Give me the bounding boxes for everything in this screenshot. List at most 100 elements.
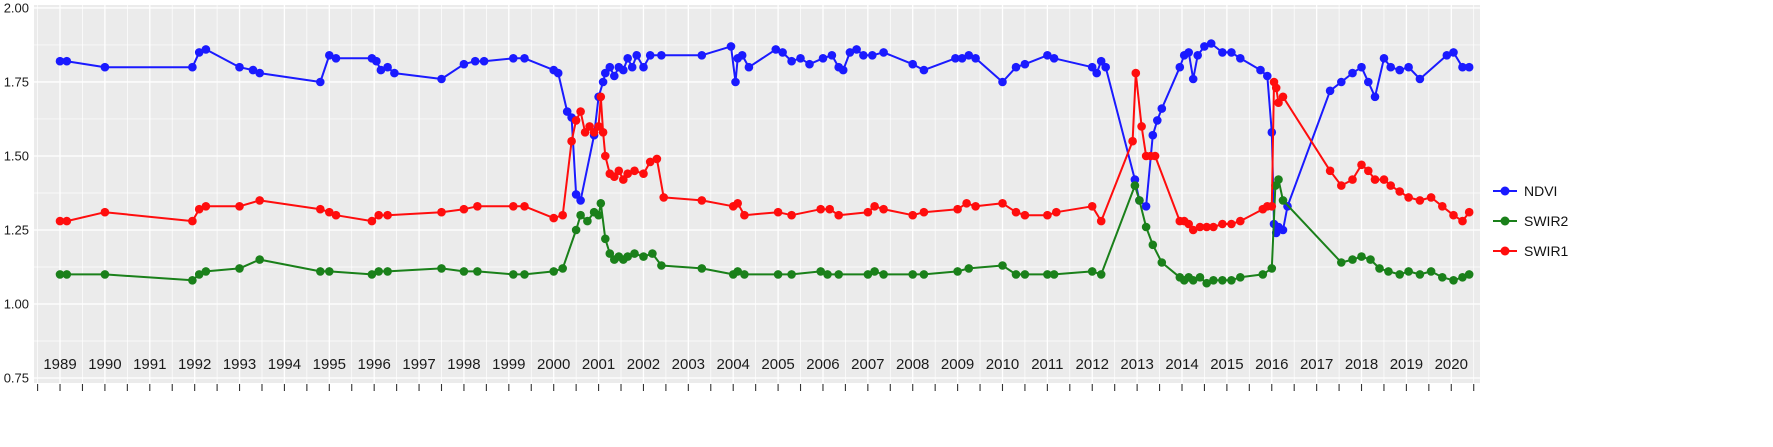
series-point-swir1 bbox=[558, 210, 567, 220]
series-point-swir1 bbox=[1188, 225, 1198, 235]
series-point-ndvi bbox=[1415, 74, 1425, 84]
chart-legend: NDVI SWIR2 SWIR1 bbox=[1492, 0, 1568, 442]
series-point-swir2 bbox=[325, 267, 334, 276]
series-point-swir1 bbox=[879, 204, 888, 214]
series-point-swir1 bbox=[325, 207, 334, 217]
series-point-swir2 bbox=[964, 264, 974, 273]
series-point-ndvi bbox=[479, 56, 489, 66]
series-point-ndvi bbox=[623, 54, 632, 63]
series-point-ndvi bbox=[235, 62, 244, 72]
series-point-swir2 bbox=[558, 264, 567, 273]
legend-label-ndvi: NDVI bbox=[1524, 183, 1558, 199]
series-point-swir2 bbox=[437, 264, 446, 273]
series-point-ndvi bbox=[1442, 51, 1452, 60]
series-point-ndvi bbox=[1464, 62, 1474, 72]
series-point-ndvi bbox=[852, 45, 861, 54]
series-point-swir2 bbox=[1404, 267, 1413, 276]
series-point-ndvi bbox=[1175, 62, 1185, 72]
series-point-ndvi bbox=[1049, 54, 1059, 63]
series-point-swir1 bbox=[1267, 202, 1277, 211]
series-point-swir1 bbox=[998, 199, 1007, 208]
series-point-swir2 bbox=[1267, 264, 1277, 273]
series-point-ndvi bbox=[1188, 74, 1198, 84]
series-point-swir1 bbox=[652, 154, 662, 164]
series-point-swir1 bbox=[598, 128, 608, 137]
series-point-swir1 bbox=[1020, 210, 1030, 220]
series-point-swir2 bbox=[648, 249, 657, 258]
x-tick-label: 1993 bbox=[223, 356, 256, 373]
x-tick-label: 2007 bbox=[851, 356, 884, 373]
series-point-swir2 bbox=[571, 225, 581, 235]
series-point-swir2 bbox=[919, 270, 929, 279]
series-point-swir1 bbox=[571, 116, 581, 125]
legend-key-swir1-icon bbox=[1493, 246, 1517, 256]
series-point-swir1 bbox=[580, 128, 590, 137]
series-point-swir1 bbox=[1415, 196, 1425, 205]
series-point-swir2 bbox=[1188, 276, 1198, 285]
series-point-swir1 bbox=[585, 122, 594, 131]
series-point-ndvi bbox=[796, 54, 805, 63]
series-point-swir1 bbox=[1458, 216, 1467, 226]
series-point-ndvi bbox=[553, 68, 563, 78]
series-point-ndvi bbox=[1200, 42, 1209, 51]
series-point-swir1 bbox=[962, 199, 971, 208]
series-point-ndvi bbox=[998, 77, 1007, 87]
series-point-swir2 bbox=[816, 267, 825, 276]
series-point-ndvi bbox=[1236, 54, 1245, 63]
series-point-swir1 bbox=[1131, 68, 1141, 78]
series-point-swir1 bbox=[1449, 210, 1458, 220]
y-tick-label: 1.00 bbox=[4, 296, 29, 311]
series-point-swir1 bbox=[825, 204, 834, 214]
series-point-ndvi bbox=[919, 65, 929, 75]
series-point-ndvi bbox=[1267, 128, 1277, 137]
legend-item-swir1: SWIR1 bbox=[1492, 240, 1568, 262]
series-point-swir1 bbox=[367, 216, 377, 226]
series-point-swir2 bbox=[1043, 270, 1052, 279]
x-tick-label: 1996 bbox=[357, 356, 390, 373]
series-point-ndvi bbox=[248, 65, 258, 75]
series-point-swir1 bbox=[1357, 160, 1366, 170]
series-point-swir2 bbox=[1227, 276, 1236, 285]
series-point-swir2 bbox=[1348, 255, 1357, 264]
series-point-swir1 bbox=[630, 166, 639, 176]
x-tick-label: 2008 bbox=[896, 356, 929, 373]
series-point-ndvi bbox=[576, 196, 585, 205]
series-point-swir2 bbox=[1218, 276, 1227, 285]
series-point-swir1 bbox=[100, 207, 110, 217]
y-tick-label: 1.25 bbox=[4, 222, 29, 237]
series-point-swir2 bbox=[374, 267, 384, 276]
series-point-ndvi bbox=[1370, 92, 1380, 102]
series-point-swir2 bbox=[1157, 258, 1167, 267]
series-point-swir2 bbox=[576, 210, 585, 220]
x-tick-label: 1995 bbox=[313, 356, 346, 373]
series-point-ndvi bbox=[601, 68, 610, 78]
series-point-ndvi bbox=[1087, 62, 1097, 72]
series-point-swir2 bbox=[383, 267, 392, 276]
series-point-swir2 bbox=[1438, 273, 1447, 282]
series-point-swir2 bbox=[1464, 270, 1474, 279]
series-point-swir2 bbox=[1458, 273, 1467, 282]
series-point-swir2 bbox=[1130, 181, 1140, 190]
series-point-ndvi bbox=[818, 54, 828, 63]
series-point-swir2 bbox=[1449, 276, 1458, 285]
x-tick-label: 1998 bbox=[447, 356, 480, 373]
series-point-ndvi bbox=[470, 56, 480, 66]
legend-item-swir2: SWIR2 bbox=[1492, 210, 1568, 232]
series-point-ndvi bbox=[459, 59, 469, 69]
series-point-swir2 bbox=[1209, 276, 1218, 285]
series-point-ndvi bbox=[787, 56, 796, 66]
series-point-swir1 bbox=[953, 204, 962, 214]
x-tick-label: 2002 bbox=[627, 356, 660, 373]
series-point-ndvi bbox=[1348, 68, 1357, 78]
series-point-swir1 bbox=[1438, 202, 1447, 211]
series-point-swir1 bbox=[1426, 193, 1436, 202]
series-point-swir1 bbox=[1202, 222, 1211, 232]
series-point-swir1 bbox=[870, 202, 879, 211]
x-tick-label: 2016 bbox=[1255, 356, 1288, 373]
series-point-swir2 bbox=[520, 270, 529, 279]
series-point-swir1 bbox=[1137, 122, 1146, 131]
series-point-swir1 bbox=[549, 213, 558, 223]
series-point-ndvi bbox=[845, 48, 855, 57]
series-point-swir1 bbox=[740, 210, 749, 220]
